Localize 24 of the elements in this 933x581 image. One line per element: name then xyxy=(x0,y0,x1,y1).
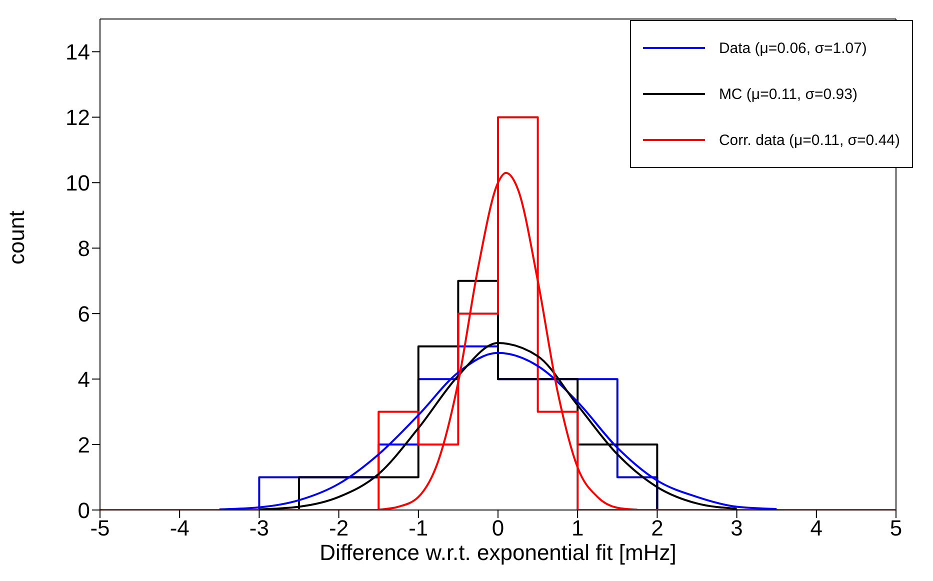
x-tick-label: 2 xyxy=(651,516,664,541)
legend-label: MC (μ=0.11, σ=0.93) xyxy=(718,86,858,102)
x-tick-label: 0 xyxy=(492,516,504,541)
x-tick-label: 4 xyxy=(810,516,823,541)
legend-label: Corr. data (μ=0.11, σ=0.44) xyxy=(718,132,900,148)
y-tick-label: 6 xyxy=(78,301,90,326)
x-axis-title: Difference w.r.t. exponential fit [mHz] xyxy=(320,540,676,565)
x-tick-label: -5 xyxy=(90,516,110,541)
x-tick-label: -2 xyxy=(329,516,349,541)
y-tick-label: 0 xyxy=(78,498,90,523)
y-tick-label: 8 xyxy=(78,236,90,261)
y-tick-label: 14 xyxy=(66,40,90,65)
x-tick-label: 5 xyxy=(890,516,902,541)
y-tick-label: 10 xyxy=(66,170,90,196)
x-tick-label: 3 xyxy=(730,516,743,541)
legend-label: Data (μ=0.06, σ=1.07) xyxy=(718,40,867,56)
y-tick-label: 12 xyxy=(66,105,90,130)
y-axis-title: count xyxy=(4,210,29,264)
y-tick-label: 2 xyxy=(78,432,90,458)
y-tick-label: 4 xyxy=(78,366,90,392)
x-tick-label: -1 xyxy=(408,516,428,541)
x-tick-label: 1 xyxy=(571,516,584,541)
x-tick-label: -4 xyxy=(170,516,190,541)
x-tick-label: -3 xyxy=(249,516,269,541)
